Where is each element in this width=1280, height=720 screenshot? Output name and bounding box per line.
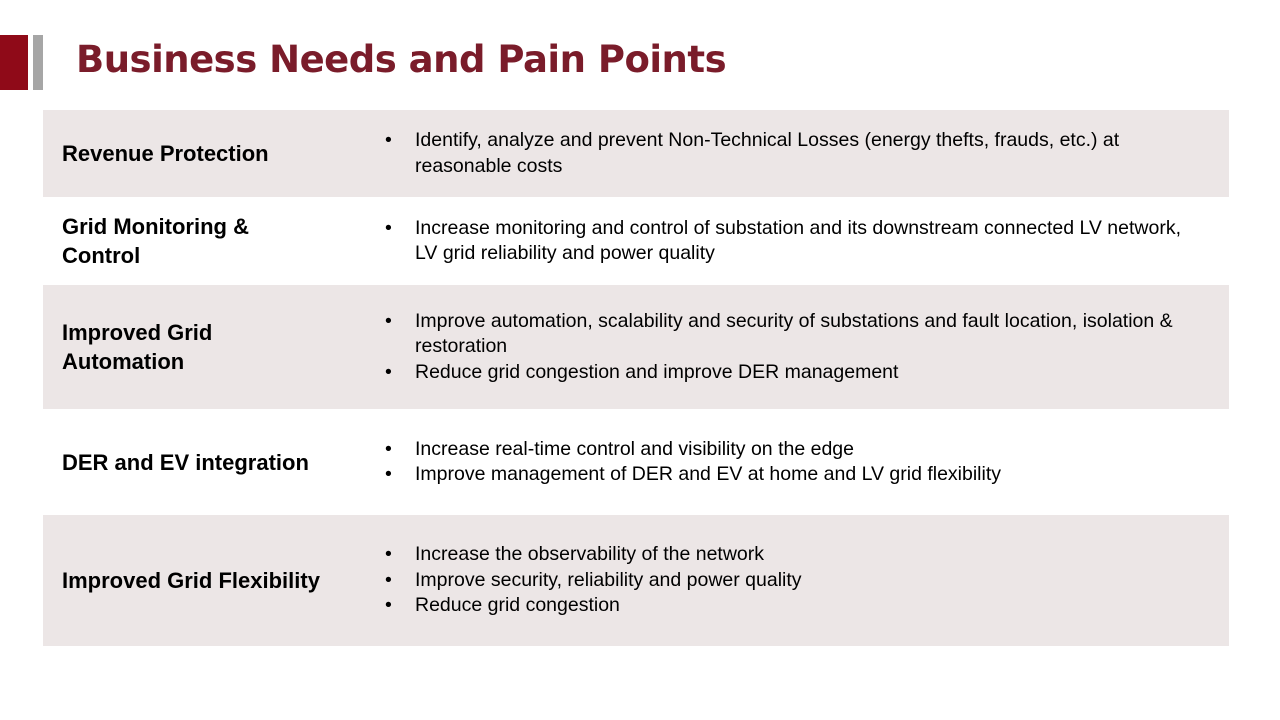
row-label: DER and EV integration	[62, 449, 309, 475]
row-label: Grid Monitoring & Control	[62, 214, 249, 268]
bullet-item: Reduce grid congestion	[385, 593, 1185, 619]
table-row: Improved Grid Automation Improve automat…	[43, 285, 1229, 409]
bullet-item: Increase monitoring and control of subst…	[385, 216, 1185, 267]
table-row: Grid Monitoring & Control Increase monit…	[43, 197, 1229, 285]
bullet-list: Identify, analyze and prevent Non-Techni…	[385, 128, 1185, 179]
row-label: Improved Grid Automation	[62, 320, 213, 374]
table-row: Revenue Protection Identify, analyze and…	[43, 110, 1229, 197]
bullet-item: Improve management of DER and EV at home…	[385, 462, 1185, 488]
bullet-list: Increase real-time control and visibilit…	[385, 437, 1185, 488]
accent-bar	[33, 35, 43, 90]
table-row: DER and EV integration Increase real-tim…	[43, 409, 1229, 515]
bullet-list: Improve automation, scalability and secu…	[385, 309, 1185, 386]
row-label: Revenue Protection	[62, 141, 269, 166]
table-row: Improved Grid Flexibility Increase the o…	[43, 515, 1229, 646]
bullet-list: Increase the observability of the networ…	[385, 542, 1185, 619]
bullet-item: Improve security, reliability and power …	[385, 568, 1185, 594]
bullet-item: Improve automation, scalability and secu…	[385, 309, 1185, 360]
bullet-list: Increase monitoring and control of subst…	[385, 216, 1185, 267]
bullet-item: Increase the observability of the networ…	[385, 542, 1185, 568]
bullet-item: Reduce grid congestion and improve DER m…	[385, 360, 1185, 386]
row-label: Improved Grid Flexibility	[62, 568, 320, 593]
accent-block	[0, 35, 28, 90]
bullet-item: Identify, analyze and prevent Non-Techni…	[385, 128, 1185, 179]
slide-title: Business Needs and Pain Points	[76, 38, 727, 81]
bullet-item: Increase real-time control and visibilit…	[385, 437, 1185, 463]
